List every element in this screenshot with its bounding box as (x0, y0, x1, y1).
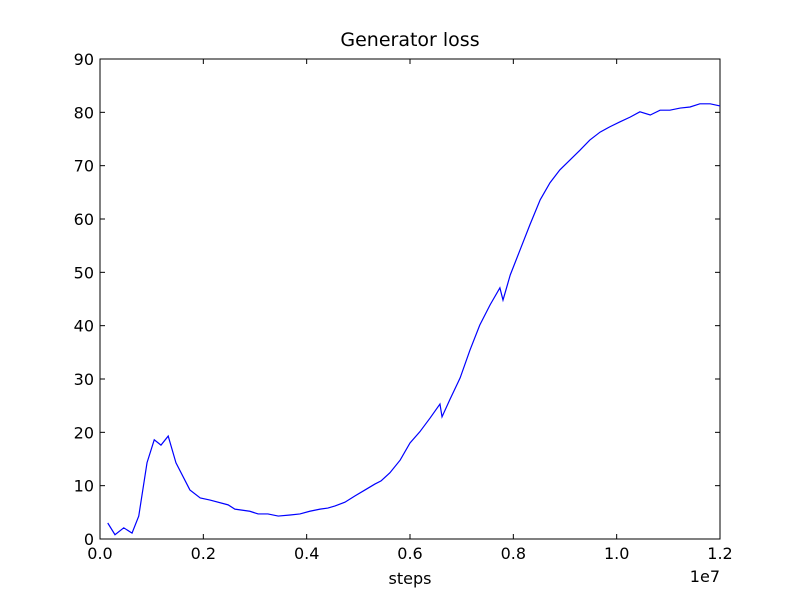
y-tick-label: 40 (74, 317, 94, 336)
y-tick-label: 50 (74, 263, 94, 282)
y-tick-label: 90 (74, 50, 94, 69)
x-tick-label: 1.2 (707, 544, 732, 563)
plot-frame (99, 58, 721, 540)
x-tick-label: 1.0 (604, 544, 629, 563)
x-tick-label: 0.8 (501, 544, 526, 563)
line-series (107, 103, 721, 536)
x-tick-label: 0.4 (294, 544, 319, 563)
x-tick-label: 0.0 (87, 544, 112, 563)
x-tick-label: 0.6 (397, 544, 422, 563)
y-tick-label: 10 (74, 477, 94, 496)
y-tick-label: 60 (74, 210, 94, 229)
y-tick-label: 0 (84, 530, 94, 549)
x-tick-label: 0.2 (191, 544, 216, 563)
chart-title: Generator loss (340, 29, 479, 51)
y-tick-label: 20 (74, 423, 94, 442)
y-tick-label: 30 (74, 370, 94, 389)
x-axis-label: steps (389, 569, 432, 588)
x-offset-label: 1e7 (690, 567, 720, 586)
y-tick-label: 80 (74, 103, 94, 122)
y-tick-label: 70 (74, 157, 94, 176)
